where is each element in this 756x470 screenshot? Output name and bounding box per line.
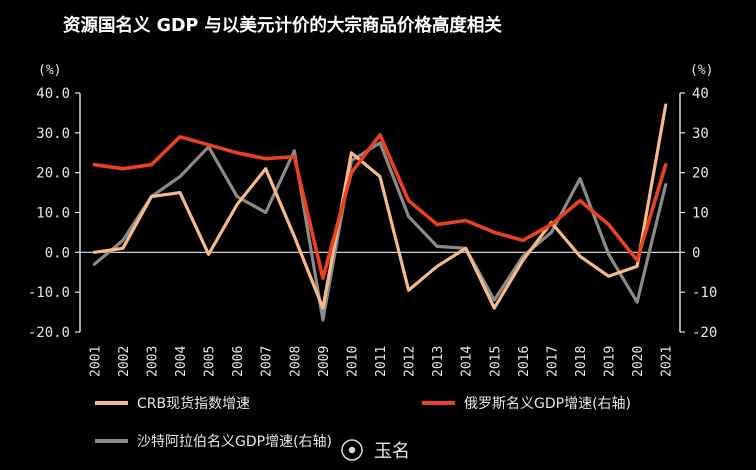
- x-tick-label: 2014: [460, 346, 475, 377]
- left-tick-label: 30.0: [36, 126, 70, 142]
- chart-title: 资源国名义 GDP 与以美元计价的大宗商品价格高度相关: [63, 15, 502, 36]
- left-tick-label: 20.0: [36, 166, 70, 182]
- watermark-text: 玉名: [374, 441, 410, 462]
- left-tick-label: 0.0: [45, 245, 70, 261]
- x-tick-label: 2005: [203, 346, 218, 377]
- legend-label-1: CRB现货指数增速: [137, 395, 250, 412]
- x-tick-label: 2017: [545, 346, 560, 377]
- x-tick-label: 2007: [260, 346, 275, 377]
- x-tick-label: 2013: [431, 346, 446, 377]
- legend-label-2: 俄罗斯名义GDP增速(右轴): [464, 396, 631, 412]
- series-line-1: [92, 103, 668, 310]
- right-axis-unit: (%): [690, 63, 713, 78]
- right-tick-label: -10: [692, 285, 717, 301]
- left-axis-unit: (%): [38, 63, 61, 78]
- left-tick-label: -20.0: [28, 325, 70, 341]
- x-tick-label: 2018: [574, 346, 589, 377]
- x-tick-label: 2011: [374, 346, 389, 377]
- x-tick-label: 2006: [231, 346, 246, 377]
- right-tick-label: 30: [692, 126, 709, 142]
- x-tick-label: 2015: [488, 346, 503, 377]
- x-tick-label: 2003: [145, 346, 160, 377]
- x-tick-label: 2012: [403, 346, 418, 377]
- x-tick-label: 2016: [517, 346, 532, 377]
- series-line-3: [92, 141, 668, 322]
- right-tick-label: 0: [692, 245, 700, 261]
- left-tick-label: -10.0: [28, 285, 70, 301]
- series-line-2: [92, 133, 668, 281]
- x-tick-label: 2009: [317, 346, 332, 377]
- x-tick-label: 2004: [174, 346, 189, 377]
- x-tick-label: 2019: [603, 346, 618, 377]
- left-tick-label: 40.0: [36, 86, 70, 102]
- right-tick-label: 10: [692, 206, 709, 222]
- x-tick-label: 2020: [631, 346, 646, 377]
- legend-label-3: 沙特阿拉伯名义GDP增速(右轴): [137, 434, 332, 450]
- x-tick-label: 2002: [117, 346, 132, 377]
- x-tick-label: 2008: [288, 346, 303, 377]
- x-tick-label: 2010: [345, 346, 360, 377]
- left-tick-label: 10.0: [36, 206, 70, 222]
- right-tick-label: -20: [692, 325, 717, 341]
- right-tick-label: 40: [692, 86, 709, 102]
- weibo-logo-dot: [348, 446, 356, 454]
- weibo-logo-icon: [341, 439, 363, 461]
- x-tick-label: 2001: [88, 346, 103, 377]
- right-tick-label: 20: [692, 166, 709, 182]
- x-tick-label: 2021: [660, 346, 675, 377]
